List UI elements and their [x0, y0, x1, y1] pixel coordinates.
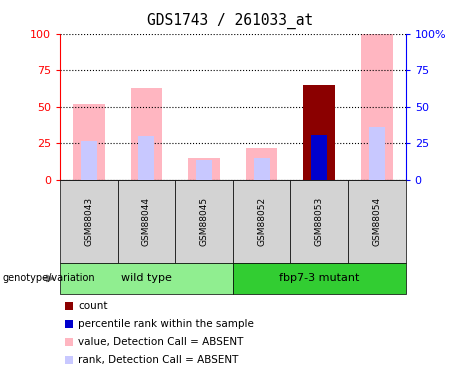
- Text: percentile rank within the sample: percentile rank within the sample: [78, 319, 254, 328]
- Bar: [81, 141, 97, 180]
- Bar: [130, 88, 162, 180]
- Bar: [138, 136, 154, 180]
- Bar: [311, 135, 327, 180]
- Bar: [188, 158, 220, 180]
- Text: value, Detection Call = ABSENT: value, Detection Call = ABSENT: [78, 337, 244, 346]
- Text: fbp7-3 mutant: fbp7-3 mutant: [279, 273, 360, 284]
- Bar: [361, 34, 393, 180]
- Text: GSM88053: GSM88053: [315, 196, 324, 246]
- Bar: [246, 148, 278, 180]
- Text: GSM88043: GSM88043: [84, 196, 93, 246]
- Bar: [311, 135, 327, 180]
- Bar: [196, 159, 212, 180]
- Text: genotype/variation: genotype/variation: [2, 273, 95, 284]
- Bar: [73, 104, 105, 180]
- Text: GSM88052: GSM88052: [257, 196, 266, 246]
- Text: rank, Detection Call = ABSENT: rank, Detection Call = ABSENT: [78, 355, 239, 364]
- Bar: [369, 128, 385, 180]
- Text: GSM88054: GSM88054: [372, 196, 381, 246]
- Text: GSM88044: GSM88044: [142, 197, 151, 246]
- Text: count: count: [78, 301, 108, 310]
- Bar: [303, 85, 335, 180]
- Bar: [254, 158, 270, 180]
- Text: GSM88045: GSM88045: [200, 196, 208, 246]
- Bar: [303, 85, 335, 180]
- Text: GDS1743 / 261033_at: GDS1743 / 261033_at: [148, 13, 313, 29]
- Text: wild type: wild type: [121, 273, 172, 284]
